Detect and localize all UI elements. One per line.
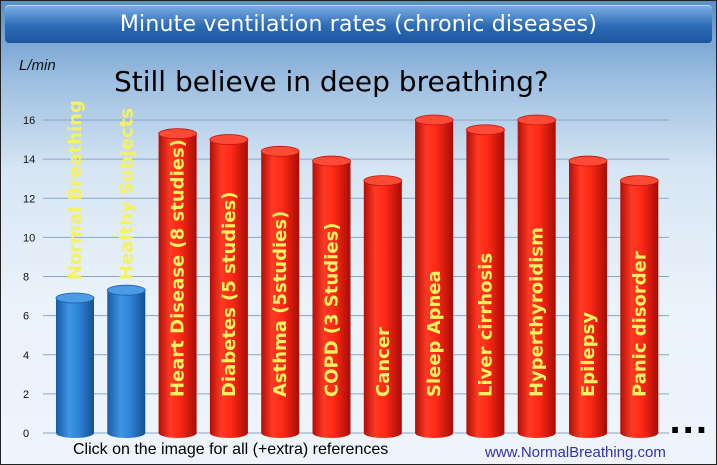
bar-body <box>312 161 351 434</box>
bar-4: Asthma (5studies) <box>260 145 300 438</box>
bar-cap <box>55 292 95 304</box>
bar-label: COPD (3 Studies) <box>322 222 343 397</box>
bar-cap <box>414 114 454 126</box>
y-tick-label: 0 <box>23 428 29 440</box>
gridlines <box>43 119 669 434</box>
y-tick-label: 2 <box>23 389 29 401</box>
bar-label: Heart Disease (8 studies) <box>168 139 189 397</box>
bar-base <box>158 428 197 438</box>
bar-label: Sleep Apnea <box>424 270 445 397</box>
bar-base <box>56 428 94 438</box>
title-banner: Minute ventilation rates (chronic diseas… <box>5 5 712 43</box>
y-tick-label: 10 <box>23 232 35 244</box>
bar-label: Panic disorder <box>629 251 650 397</box>
bars: Normal Breathing Healthy Subjects Heart Di… <box>55 100 659 438</box>
bar-body <box>517 120 556 433</box>
bar-base <box>415 428 454 438</box>
bar-body <box>107 290 146 433</box>
bar-cap <box>260 145 300 157</box>
y-tick-label: 14 <box>23 154 35 166</box>
bar-body <box>620 180 659 433</box>
y-axis-label: L/min <box>19 57 56 74</box>
bar-label: Hyperthyroidism <box>527 227 548 397</box>
bar-label: Liver cirrhosis <box>475 253 496 397</box>
bar-base <box>312 428 351 438</box>
bar-base <box>517 428 556 438</box>
chart-subtitle: Still believe in deep breathing? <box>114 65 549 98</box>
bar-body <box>569 161 607 434</box>
bar-base <box>466 428 505 438</box>
bar-label: Diabetes (5 studies) <box>219 192 240 398</box>
bar-11: Panic disorder <box>619 175 659 438</box>
bar-5: COPD (3 Studies) <box>312 155 351 438</box>
website-link[interactable]: www.NormalBreathing.com <box>485 444 666 461</box>
y-tick-label: 4 <box>23 350 29 362</box>
bar-body <box>363 180 402 433</box>
bar-base <box>209 428 248 438</box>
bar-cap <box>106 284 146 296</box>
bar-body <box>56 298 94 433</box>
bar-label: Healthy Subjects <box>116 108 137 280</box>
bar-base <box>569 428 607 438</box>
y-tick-label: 16 <box>23 115 35 127</box>
bar-8: Liver cirrhosis <box>465 124 505 438</box>
bar-base <box>261 428 300 438</box>
bar-7: Sleep Apnea <box>414 114 454 438</box>
bar-label: Normal Breathing <box>65 100 86 280</box>
bar-base <box>107 428 146 438</box>
bar-base <box>363 428 402 438</box>
bar-3: Diabetes (5 studies) <box>209 134 249 438</box>
bar-2: Heart Disease (8 studies) <box>158 128 198 438</box>
bar-label: Asthma (5studies) <box>270 211 291 397</box>
bar-cap <box>568 155 608 167</box>
bar-cap <box>619 175 659 187</box>
bar-0: Normal Breathing <box>55 100 95 438</box>
bar-cap <box>158 128 198 140</box>
bar-body <box>415 120 454 433</box>
y-axis-ticks: 0 2 4 6 8 10 12 14 16 <box>23 115 35 440</box>
bar-9: Hyperthyroidism <box>517 114 557 438</box>
y-tick-label: 6 <box>23 311 29 323</box>
bar-1: Healthy Subjects <box>106 108 146 438</box>
bar-cap <box>209 134 249 145</box>
bar-cap <box>517 114 557 126</box>
references-note[interactable]: Click on the image for all (+extra) refe… <box>73 441 389 458</box>
bar-cap <box>465 124 505 136</box>
y-tick-label: 8 <box>23 272 29 284</box>
bar-10: Epilepsy <box>568 155 608 438</box>
bar-cap <box>363 175 403 187</box>
y-tick-label: 12 <box>23 193 35 205</box>
bar-body <box>261 151 300 434</box>
bar-body <box>209 139 248 433</box>
bar-base <box>620 428 659 438</box>
more-ellipsis: ... <box>669 403 709 441</box>
bar-body <box>466 129 505 433</box>
bar-6: Cancer <box>363 175 403 438</box>
chart-title: Minute ventilation rates (chronic diseas… <box>119 11 598 37</box>
bar-label: Cancer <box>373 327 394 397</box>
bar-label: Epilepsy <box>578 312 599 397</box>
bar-body <box>158 133 197 433</box>
bar-cap <box>312 155 351 167</box>
